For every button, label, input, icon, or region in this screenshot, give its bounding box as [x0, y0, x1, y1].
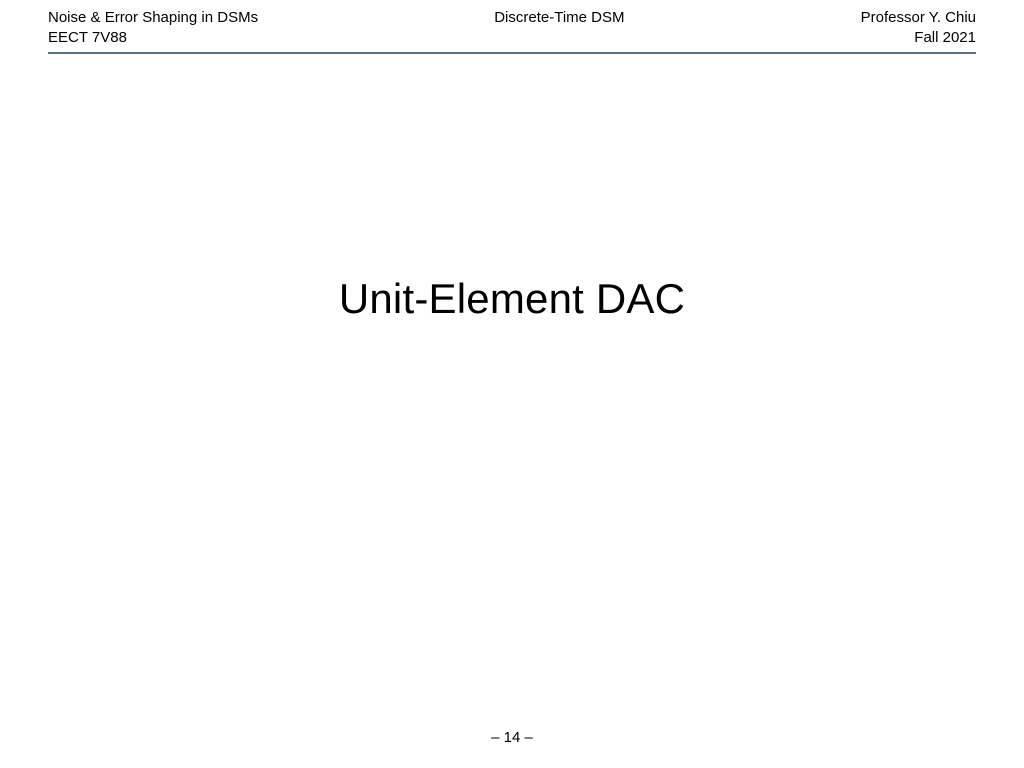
header-right: Professor Y. Chiu Fall 2021 — [861, 8, 976, 49]
slide: Noise & Error Shaping in DSMs EECT 7V88 … — [0, 0, 1024, 768]
header-left: Noise & Error Shaping in DSMs EECT 7V88 — [48, 8, 258, 49]
header-term: Fall 2021 — [861, 28, 976, 48]
header-topic: Noise & Error Shaping in DSMs — [48, 8, 258, 28]
page-number: – 14 – — [491, 729, 533, 746]
slide-title: Unit-Element DAC — [0, 275, 1024, 323]
slide-header: Noise & Error Shaping in DSMs EECT 7V88 … — [48, 8, 976, 49]
header-rule — [48, 52, 976, 54]
header-subtitle: Discrete-Time DSM — [258, 8, 861, 28]
slide-footer: – 14 – — [0, 729, 1024, 746]
header-center: Discrete-Time DSM — [258, 8, 861, 49]
title-area: Unit-Element DAC — [0, 275, 1024, 323]
header-instructor: Professor Y. Chiu — [861, 8, 976, 28]
header-course-code: EECT 7V88 — [48, 28, 258, 48]
